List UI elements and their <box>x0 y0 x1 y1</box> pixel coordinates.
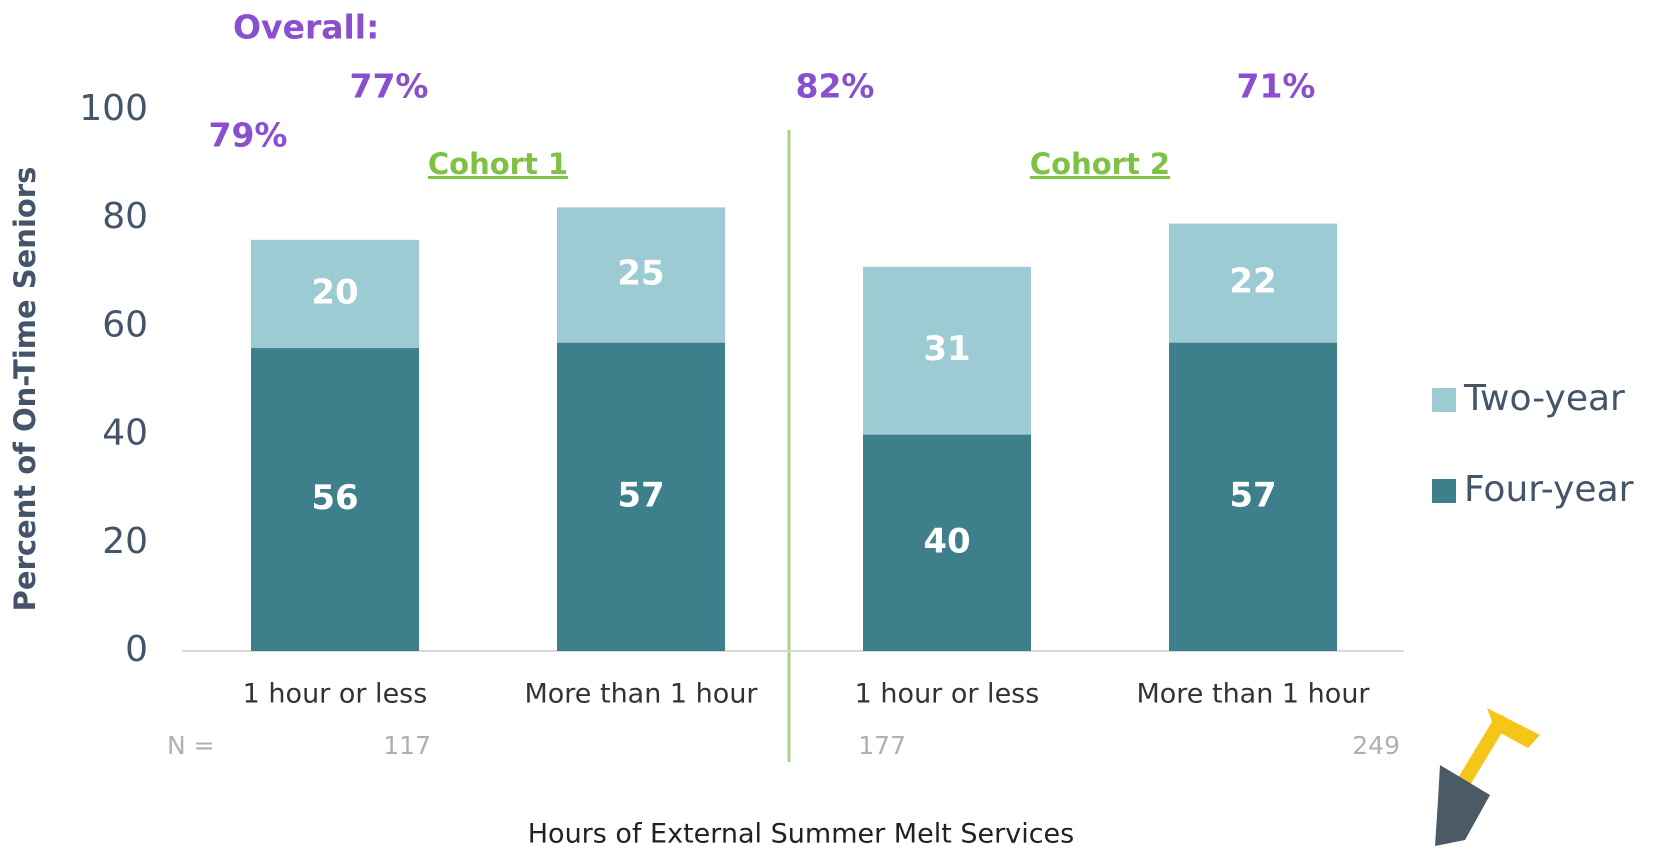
overall-label: Overall: <box>233 8 379 47</box>
cohort-label: Cohort 1 <box>428 147 568 181</box>
bar-segment <box>1169 342 1337 651</box>
x-tick-label: 1 hour or less <box>243 679 428 710</box>
n-value: 117 <box>383 731 431 760</box>
bar-segment <box>557 342 725 651</box>
x-tick-label: 1 hour or less <box>855 679 1040 710</box>
overall-value: 82% <box>796 67 875 106</box>
n-label: N = <box>167 731 215 760</box>
data-label: 20 <box>311 272 358 312</box>
bar-segment <box>251 239 419 349</box>
x-axis-label: Hours of External Summer Melt Services <box>528 819 1074 846</box>
shovel-icon <box>1435 708 1540 846</box>
y-tick-label: 40 <box>102 413 148 454</box>
overall-value: 79% <box>209 116 288 155</box>
y-tick-label: 80 <box>102 196 148 237</box>
y-axis-label: Percent of On-Time Seniors <box>8 167 42 612</box>
y-tick-label: 100 <box>79 88 148 129</box>
overall-value: 77% <box>350 67 429 106</box>
y-tick-label: 0 <box>125 629 148 670</box>
legend-swatch <box>1432 388 1456 412</box>
data-label: 25 <box>617 254 664 294</box>
data-label: 57 <box>1229 475 1276 515</box>
bar-segment <box>863 266 1031 435</box>
y-tick-label: 60 <box>102 304 148 345</box>
bar-segment <box>557 207 725 343</box>
data-label: 22 <box>1229 262 1276 302</box>
data-label: 40 <box>923 521 970 561</box>
bar-segment <box>863 434 1031 651</box>
y-tick-label: 20 <box>102 521 148 562</box>
data-label: 56 <box>311 478 358 518</box>
legend-label: Four-year <box>1464 469 1634 510</box>
legend-swatch <box>1432 479 1456 503</box>
x-tick-label: More than 1 hour <box>524 679 758 710</box>
cohort-label: Cohort 2 <box>1030 147 1170 181</box>
overall-value: 71% <box>1237 67 1316 106</box>
n-value: 177 <box>858 731 906 760</box>
data-label: 57 <box>617 475 664 515</box>
x-tick-label: More than 1 hour <box>1136 679 1370 710</box>
data-label: 31 <box>923 329 970 369</box>
bar-segment <box>1169 223 1337 343</box>
legend-label: Two-year <box>1463 378 1625 419</box>
bar-segment <box>251 348 419 651</box>
n-value: 249 <box>1352 731 1400 760</box>
